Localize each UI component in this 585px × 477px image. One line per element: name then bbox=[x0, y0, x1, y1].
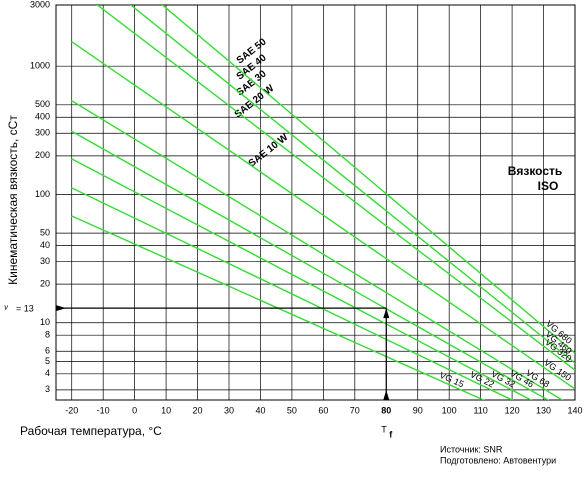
arrow bbox=[56, 305, 66, 312]
marker-symbol: ν bbox=[4, 302, 8, 312]
viscosity-line bbox=[71, 100, 564, 400]
y-tick-label: 20 bbox=[40, 279, 50, 289]
arrow bbox=[383, 390, 390, 400]
y-tick-label: 1000 bbox=[30, 61, 50, 71]
source: Подготовлено: Автовентури bbox=[440, 455, 556, 465]
tf-sub: f bbox=[389, 429, 393, 439]
y-tick-label: 8 bbox=[45, 330, 50, 340]
y-tick-label: 4 bbox=[45, 368, 50, 378]
y-tick-label: 50 bbox=[40, 227, 50, 237]
sae-label: SAE 10 W bbox=[247, 132, 291, 170]
y-axis-label: Кинематическая вязкость, сСт bbox=[6, 115, 20, 285]
y-tick-label: 3 bbox=[45, 384, 50, 394]
x-axis-label: Рабочая температура, °C bbox=[20, 424, 162, 438]
viscosity-line bbox=[129, 5, 575, 364]
x-tick-label: 70 bbox=[350, 405, 360, 415]
x-tick-label: 10 bbox=[161, 405, 171, 415]
x-tick-label: 40 bbox=[255, 405, 265, 415]
legend-title: Вязкость bbox=[508, 164, 563, 178]
y-tick-label: 200 bbox=[35, 150, 50, 160]
tf-label: T bbox=[381, 424, 387, 434]
viscosity-line bbox=[96, 5, 575, 371]
x-tick-label: -10 bbox=[97, 405, 110, 415]
viscosity-line bbox=[71, 158, 533, 400]
x-tick-label: -20 bbox=[65, 405, 78, 415]
viscosity-line bbox=[71, 215, 486, 400]
viscosity-line bbox=[161, 5, 575, 354]
x-tick-label: 30 bbox=[224, 405, 234, 415]
y-tick-label: 400 bbox=[35, 112, 50, 122]
x-tick-label: 100 bbox=[442, 405, 457, 415]
x-tick-label: 60 bbox=[318, 405, 328, 415]
viscosity-line bbox=[71, 41, 575, 390]
source: Источник: SNR bbox=[440, 444, 503, 454]
y-tick-label: 40 bbox=[40, 240, 50, 250]
x-tick-label: 80 bbox=[381, 405, 391, 415]
x-tick-label: 130 bbox=[536, 405, 551, 415]
x-tick-label: 140 bbox=[567, 405, 582, 415]
x-tick-label: 90 bbox=[413, 405, 423, 415]
y-tick-label: 10 bbox=[40, 317, 50, 327]
y-tick-label: 6 bbox=[45, 346, 50, 356]
legend-title: ISO bbox=[538, 179, 559, 193]
x-tick-label: 20 bbox=[193, 405, 203, 415]
x-tick-label: 110 bbox=[473, 405, 487, 415]
plot-lines bbox=[71, 5, 575, 400]
y-tick-label: 500 bbox=[35, 99, 50, 109]
marker-label: = 13 bbox=[16, 304, 34, 314]
y-tick-label: 5 bbox=[45, 356, 50, 366]
viscosity-line bbox=[71, 130, 550, 400]
y-tick-label: 300 bbox=[35, 128, 50, 138]
x-tick-label: 50 bbox=[287, 405, 297, 415]
viscosity-line bbox=[71, 187, 514, 400]
plot-frame bbox=[55, 4, 576, 401]
y-tick-label: 30 bbox=[40, 256, 50, 266]
y-tick-label: 3000 bbox=[30, 0, 50, 9]
x-tick-label: 0 bbox=[132, 405, 137, 415]
x-tick-label: 120 bbox=[505, 405, 520, 415]
arrow bbox=[383, 308, 390, 319]
y-tick-label: 100 bbox=[35, 189, 50, 199]
